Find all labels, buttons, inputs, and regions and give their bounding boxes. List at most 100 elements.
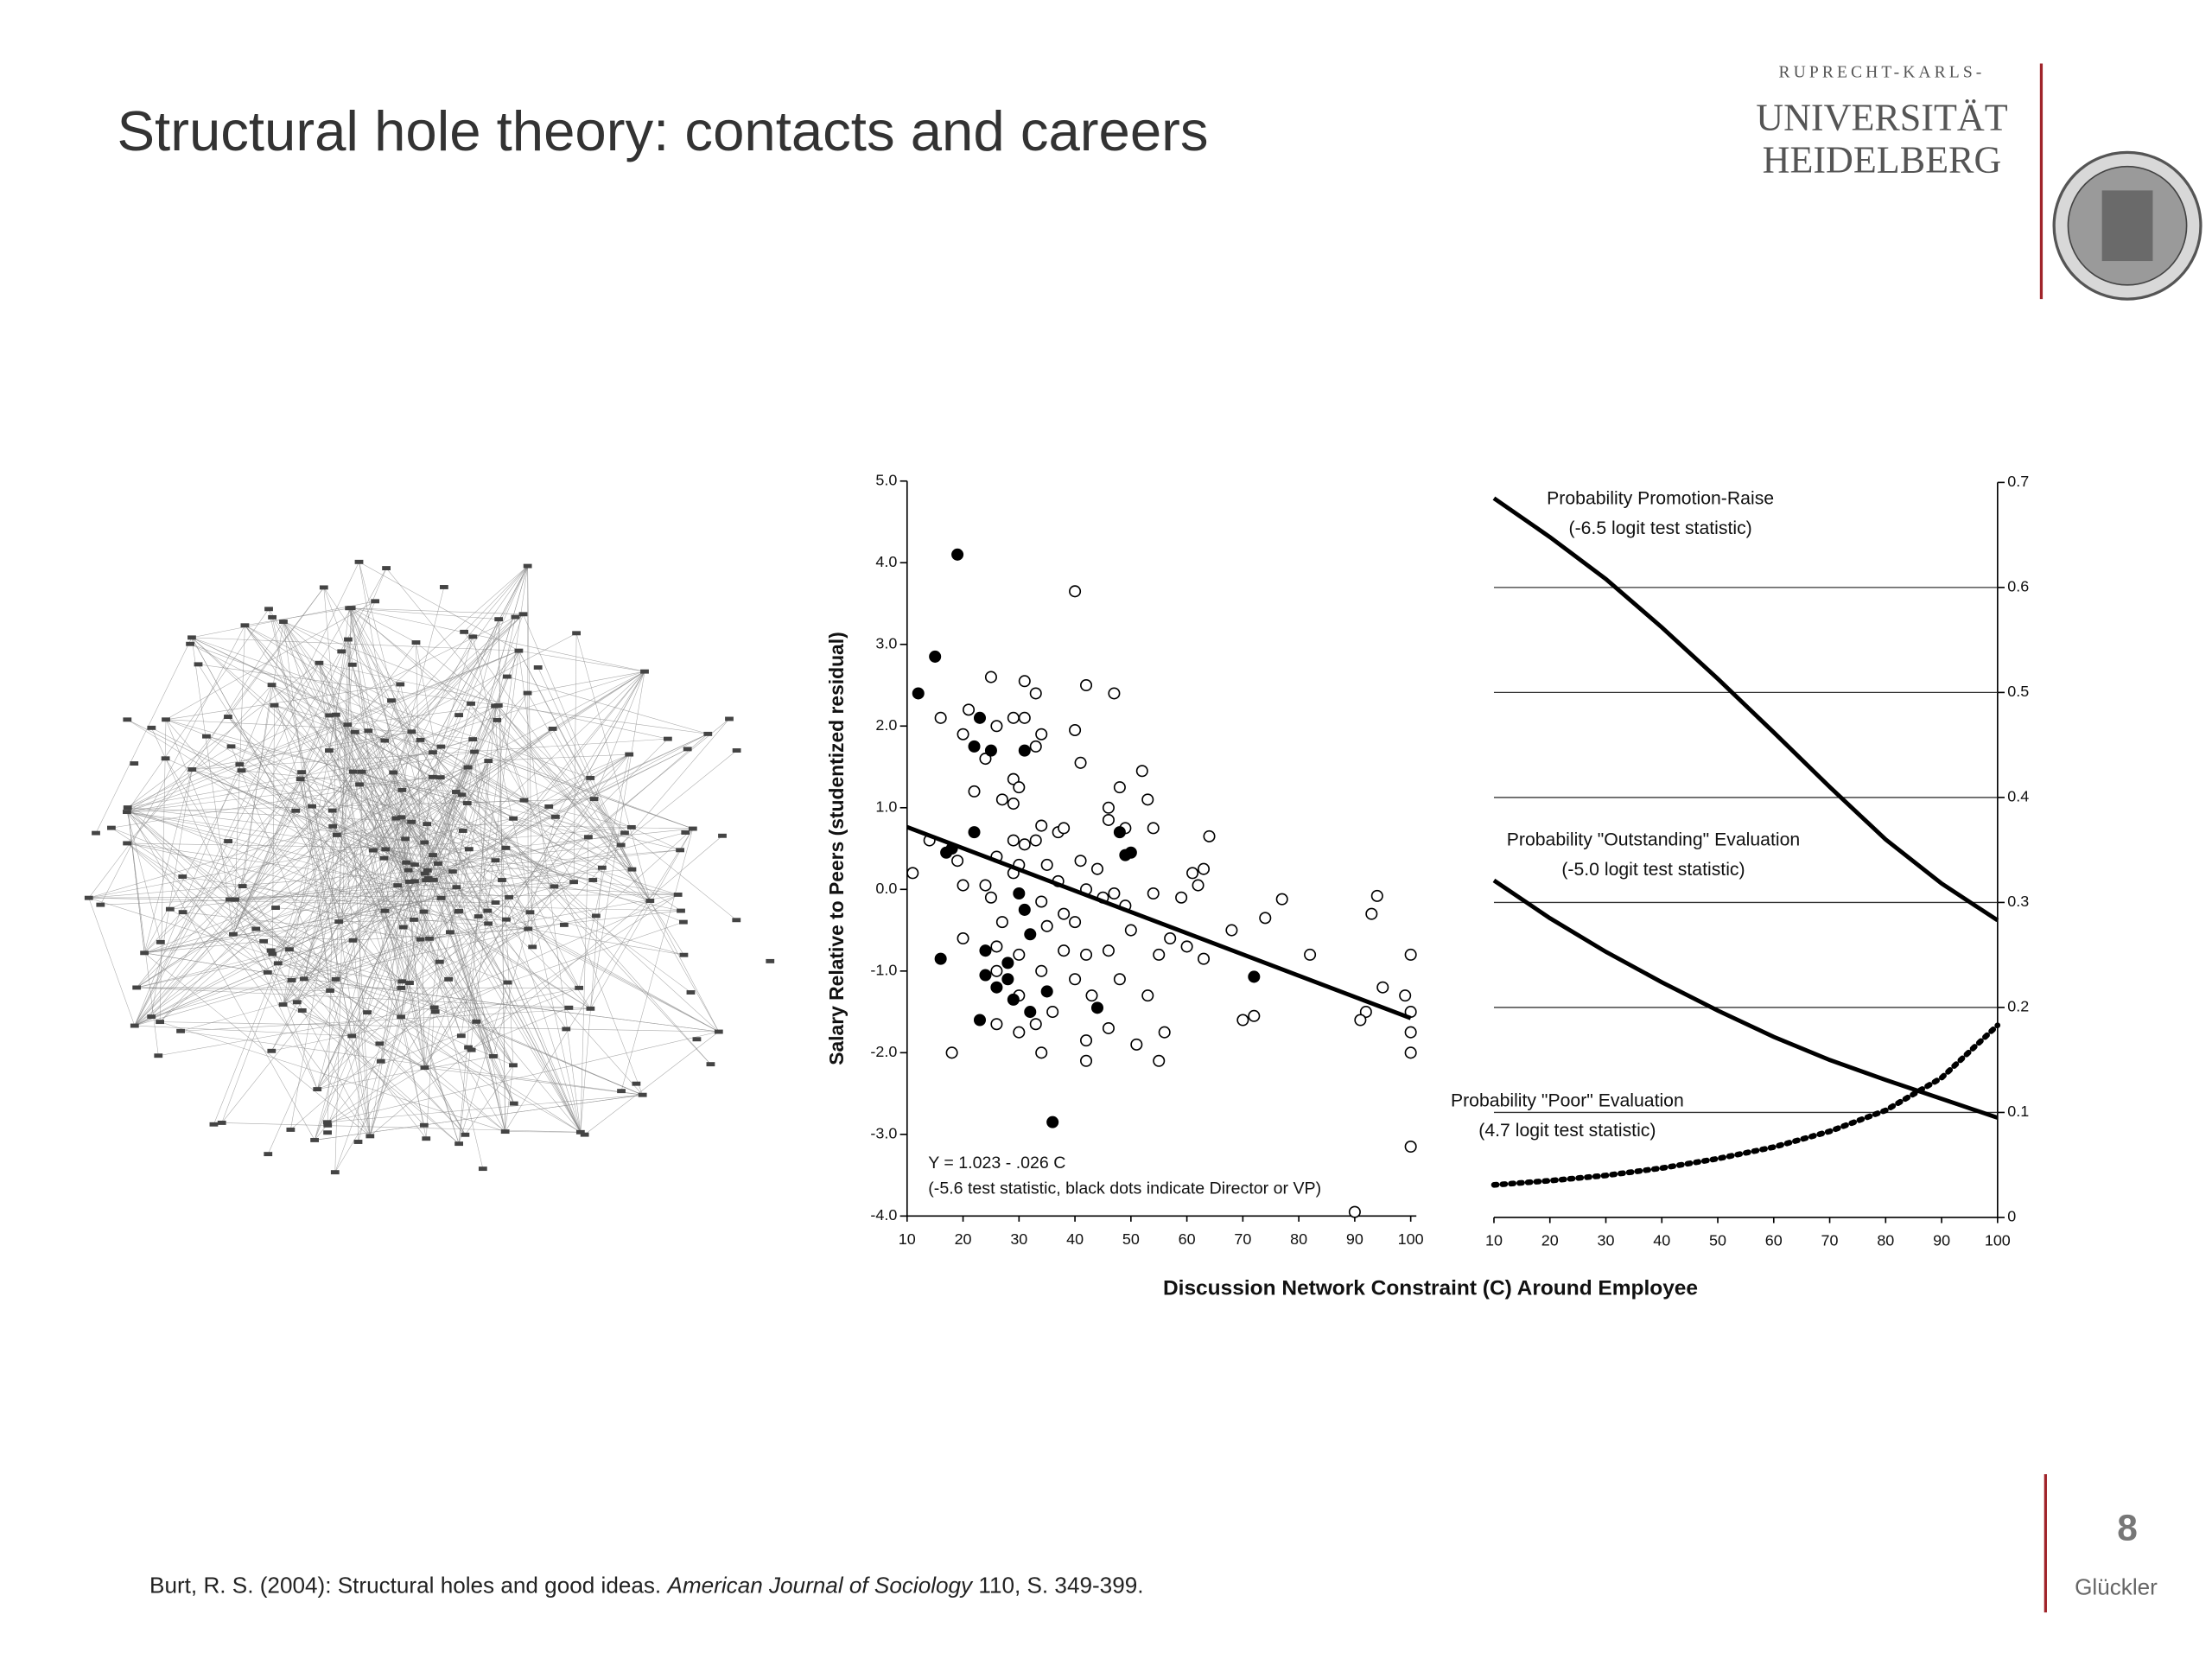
data-point [1001, 973, 1014, 986]
network-node [226, 744, 236, 749]
data-point [1259, 912, 1272, 925]
network-node [92, 830, 100, 836]
network-edge [537, 667, 632, 870]
network-node [523, 690, 532, 696]
network-node [429, 877, 438, 882]
x-tick-label: 40 [1066, 1230, 1084, 1248]
network-edge [191, 637, 591, 779]
network-edge [351, 607, 416, 643]
network-node [586, 775, 595, 780]
network-node [147, 1014, 156, 1020]
data-point [1058, 907, 1071, 920]
network-edge [134, 911, 424, 1027]
network-node [404, 868, 413, 873]
network-edge [181, 1030, 643, 1096]
network-edge [95, 637, 193, 834]
network-node [347, 1033, 357, 1039]
network-edge [424, 1067, 643, 1096]
network-edge [213, 772, 353, 1125]
network-node [422, 1136, 431, 1141]
network-edge [242, 684, 272, 887]
data-point [1018, 675, 1031, 688]
network-node [407, 819, 416, 824]
x-tick-label: 60 [1179, 1230, 1196, 1248]
network-node [285, 947, 294, 952]
data-point [990, 981, 1003, 994]
network-node [589, 797, 599, 802]
data-point [1376, 981, 1389, 994]
x-tick-label: 70 [1234, 1230, 1251, 1248]
network-node [679, 952, 689, 957]
network-edge [354, 732, 582, 1133]
network-node [188, 635, 196, 640]
y-tick-label: 1.0 [875, 798, 897, 816]
network-edge [271, 684, 412, 733]
network-edge [401, 817, 496, 903]
network-edge [181, 1008, 591, 1032]
fit-line [906, 824, 1412, 1020]
data-point [1359, 1006, 1372, 1019]
network-node [96, 902, 105, 907]
network-edge [303, 978, 427, 1139]
network-edge [300, 779, 678, 895]
network-node [286, 1127, 296, 1132]
x-tick-label: 80 [1290, 1230, 1307, 1248]
network-node [238, 884, 247, 888]
data-point [1069, 973, 1082, 986]
y-tick-label: -3.0 [870, 1125, 897, 1142]
network-node [327, 808, 337, 813]
network-edge [506, 676, 709, 734]
network-edge [368, 700, 392, 731]
data-point [1029, 834, 1042, 847]
data-point [1040, 985, 1053, 998]
data-point [1007, 834, 1020, 847]
data-point [1018, 903, 1031, 916]
data-point [1046, 1006, 1059, 1019]
data-point [1074, 855, 1087, 868]
network-edge [316, 848, 506, 1090]
network-node [478, 1166, 487, 1172]
network-edge [361, 771, 575, 882]
network-node [425, 936, 434, 941]
network-node [519, 798, 529, 803]
network-node [460, 629, 468, 634]
network-node [703, 731, 713, 736]
network-node [330, 1170, 340, 1175]
network-node [502, 917, 511, 922]
network-node [123, 810, 131, 815]
data-point [1069, 585, 1082, 598]
network-node [375, 1041, 385, 1046]
data-point [1040, 858, 1053, 871]
data-point [968, 740, 981, 753]
data-point [990, 940, 1003, 953]
network-node [505, 894, 513, 899]
network-edge [593, 880, 678, 895]
network-node [683, 747, 692, 752]
data-point [1404, 1140, 1417, 1154]
network-node [292, 1000, 302, 1005]
network-edge [427, 739, 474, 871]
network-edge [338, 921, 368, 1013]
network-node [572, 631, 581, 636]
data-point [1124, 924, 1137, 937]
network-edge [127, 616, 516, 808]
network-node [586, 1006, 595, 1011]
network-node [419, 909, 429, 914]
data-point [1370, 889, 1383, 902]
x-tick-label: 20 [1541, 1231, 1559, 1249]
network-edge [271, 988, 580, 1052]
data-point [951, 548, 964, 561]
network-edge [88, 869, 428, 899]
data-point [984, 891, 997, 904]
network-edge [134, 562, 359, 1027]
network-edge [495, 860, 582, 1133]
data-point [1236, 1014, 1249, 1027]
network-node [692, 1037, 702, 1042]
data-point [1180, 940, 1193, 953]
network-node [686, 990, 696, 995]
network-node [328, 823, 338, 829]
network-node [369, 848, 378, 853]
network-node [509, 1063, 518, 1068]
network-node [132, 985, 142, 990]
network-node [313, 1087, 322, 1092]
